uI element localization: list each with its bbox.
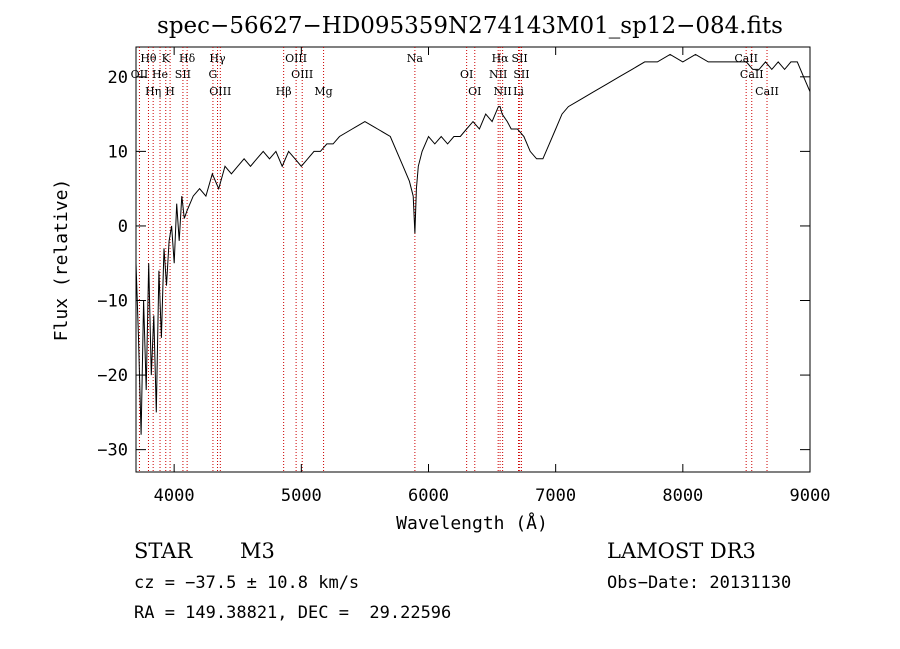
coordinates-text: RA = 149.38821, DEC = 29.22596 — [134, 603, 452, 623]
spectral-line-label: CaII — [740, 68, 764, 81]
spectrum-line — [135, 53, 811, 435]
spectral-line-label: SII — [175, 68, 191, 81]
spectral-line-label: Hα — [492, 52, 510, 65]
x-tick-label: 6000 — [408, 486, 449, 506]
spectral-line-label: Hβ — [276, 85, 292, 98]
spectral-line-label: Hη — [145, 85, 161, 98]
spectral-line-label: He — [152, 68, 168, 81]
spectral-line-label: Mg — [314, 85, 332, 98]
x-tick-label: 5000 — [281, 486, 322, 506]
y-tick-label: −30 — [97, 441, 128, 461]
x-tick-label: 4000 — [154, 486, 195, 506]
x-tick-label: 9000 — [790, 486, 831, 506]
x-tick-label: 7000 — [535, 486, 576, 506]
spectral-line-label: SII — [513, 68, 529, 81]
line-labels: HθOIIHηKHeHHδSIIOIIIHγGHβOIIIOIIIMgNaOIO… — [131, 52, 779, 98]
spectral-line-label: Li — [513, 85, 524, 98]
spectral-line-label: OI — [460, 68, 473, 81]
survey-name: LAMOST DR3 — [607, 539, 756, 563]
spectral-line-label: K — [162, 52, 171, 65]
spectral-line-label: CaII — [755, 85, 779, 98]
y-tick-label: −20 — [97, 366, 128, 386]
object-class: STAR — [134, 539, 193, 563]
spectral-line-label: OIII — [209, 85, 231, 98]
spectral-line-label: OII — [131, 68, 149, 81]
axis-ticks: 4000 5000 6000 7000 8000 9000 −30 −20 −10 0 10 20 — [97, 47, 830, 506]
y-tick-label: 10 — [108, 142, 128, 162]
spectral-line-label: CaII — [734, 52, 758, 65]
y-tick-label: 0 — [118, 217, 128, 237]
spectral-line-label: Hθ — [140, 52, 157, 65]
line-markers — [138, 47, 768, 472]
spectral-line-label: Na — [407, 52, 424, 65]
plot-frame — [135, 46, 811, 473]
chart-title: spec−56627−HD095359N274143M01_sp12−084.f… — [157, 13, 783, 39]
spectral-line-label: Hγ — [209, 52, 226, 65]
spectral-line-label: NII — [489, 68, 507, 81]
spectral-line-label: NII — [493, 85, 511, 98]
redshift-text: cz = −37.5 ± 10.8 km/s — [134, 573, 360, 593]
spectral-line-label: SII — [512, 52, 528, 65]
spectral-line-label: G — [209, 68, 218, 81]
y-axis-label: Flux (relative) — [51, 179, 72, 342]
spectral-line-label: OI — [468, 85, 481, 98]
spectral-line-label: H — [165, 85, 175, 98]
x-axis-label: Wavelength (Å) — [396, 512, 548, 534]
spectral-line-label: OIII — [285, 52, 307, 65]
y-tick-label: 20 — [108, 68, 128, 88]
y-tick-label: −10 — [97, 292, 128, 312]
spectral-line-label: OIII — [291, 68, 313, 81]
obs-date: Obs−Date: 20131130 — [607, 573, 792, 593]
spectral-line-label: Hδ — [179, 52, 196, 65]
x-tick-label: 8000 — [662, 486, 703, 506]
object-subclass: M3 — [240, 539, 275, 563]
